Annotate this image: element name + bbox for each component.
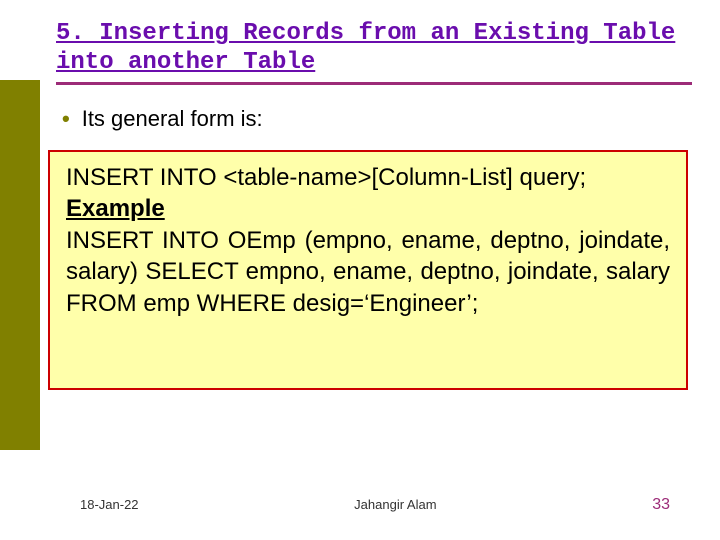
footer-author: Jahangir Alam [354, 497, 436, 512]
title-divider [56, 82, 692, 85]
accent-bar [0, 80, 40, 450]
code-box: INSERT INTO <table-name>[Column-List] qu… [48, 150, 688, 390]
footer-page-number: 33 [652, 496, 670, 514]
bullet-item: • Its general form is: [62, 106, 263, 132]
footer: 18-Jan-22 Jahangir Alam 33 [80, 496, 670, 514]
bullet-dot-icon: • [62, 108, 70, 130]
example-body: INSERT INTO OEmp (empno, ename, deptno, … [66, 225, 670, 319]
example-label: Example [66, 195, 670, 223]
slide-title: 5. Inserting Records from an Existing Ta… [56, 20, 692, 78]
footer-date: 18-Jan-22 [80, 497, 139, 512]
syntax-line: INSERT INTO <table-name>[Column-List] qu… [66, 162, 670, 193]
bullet-text: Its general form is: [82, 106, 263, 132]
slide: 5. Inserting Records from an Existing Ta… [0, 0, 720, 540]
slide-title-text: 5. Inserting Records from an Existing Ta… [56, 20, 675, 76]
